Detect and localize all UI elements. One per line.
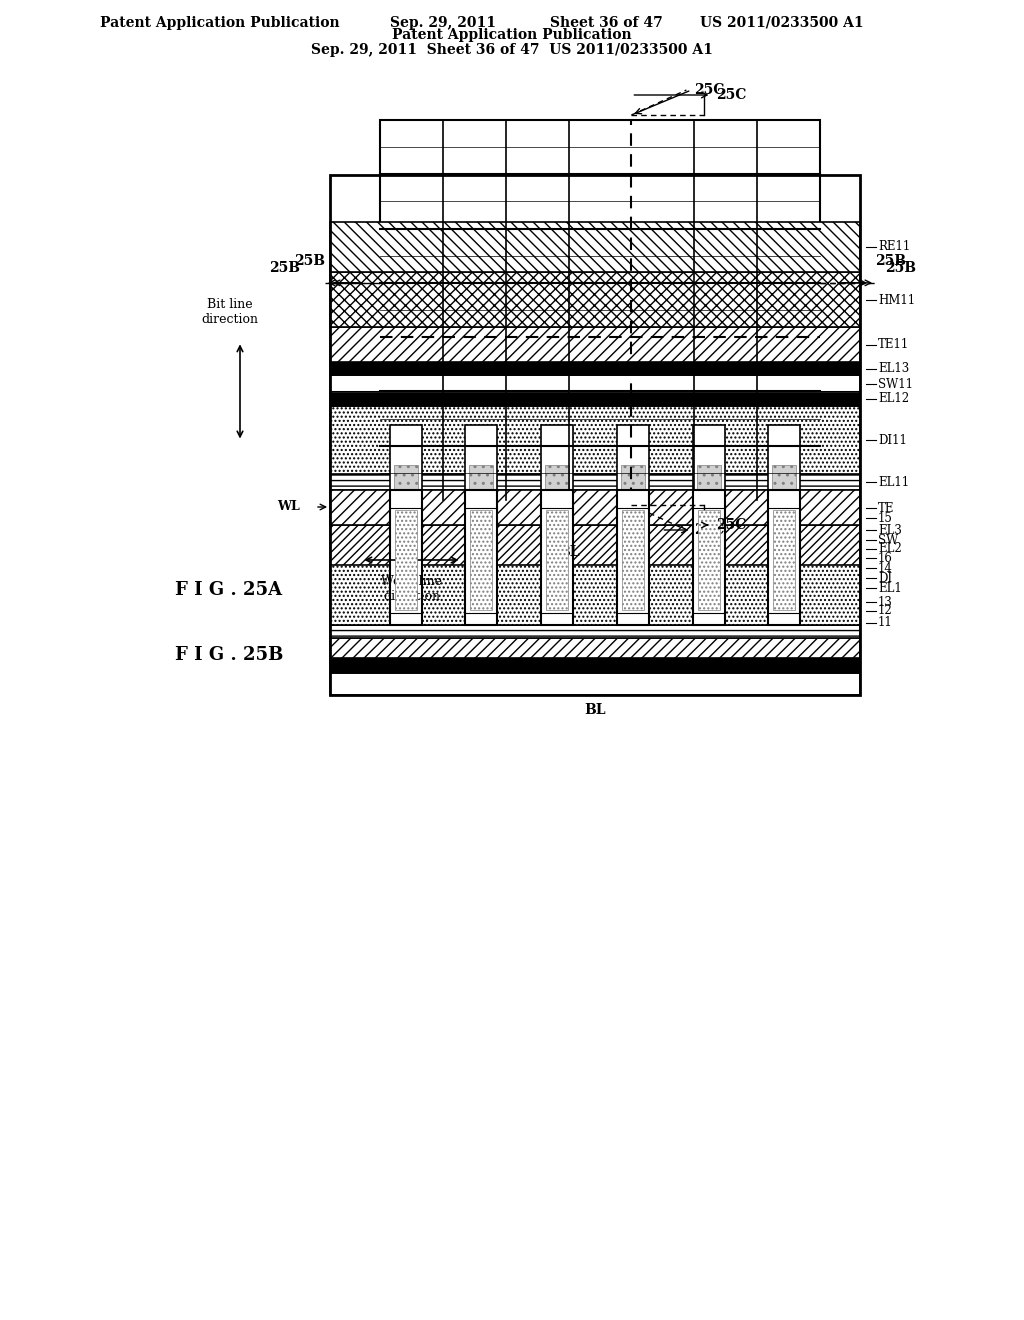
Text: 25C: 25C (694, 83, 725, 96)
Bar (772, 465, 797, 605)
Bar (696, 465, 721, 605)
Bar (768, 425, 801, 624)
Text: BL: BL (585, 704, 606, 717)
Bar (541, 490, 573, 624)
Bar (692, 425, 725, 624)
Text: Patent Application Publication: Patent Application Publication (392, 28, 632, 42)
Bar (466, 425, 498, 624)
Bar (541, 425, 573, 624)
Bar (692, 490, 725, 624)
Text: Sheet 36 of 47: Sheet 36 of 47 (550, 16, 663, 30)
Text: US 2011/0233500 A1: US 2011/0233500 A1 (700, 16, 863, 30)
Text: DI: DI (878, 572, 892, 585)
Bar (620, 459, 646, 610)
Text: WL: WL (278, 500, 300, 513)
Bar (390, 425, 422, 624)
Bar (393, 459, 419, 610)
Text: HM11: HM11 (878, 293, 915, 306)
Bar (771, 459, 798, 610)
Text: 25C: 25C (694, 523, 725, 537)
Bar (390, 425, 422, 624)
Bar (692, 425, 725, 624)
Bar (616, 425, 649, 624)
Text: EL2: EL2 (878, 543, 902, 556)
Bar (616, 425, 649, 624)
Text: Patent Application Publication: Patent Application Publication (100, 16, 340, 30)
Text: EL12: EL12 (878, 392, 909, 405)
Bar (330, 565, 860, 624)
Text: RE11: RE11 (878, 240, 910, 253)
Text: F I G . 25A: F I G . 25A (175, 581, 283, 599)
Text: 25B: 25B (294, 253, 325, 268)
Bar (330, 222, 860, 272)
Bar (330, 657, 860, 673)
Text: TE: TE (878, 502, 895, 515)
Bar (697, 510, 720, 610)
Bar (330, 673, 860, 696)
Bar (546, 510, 568, 610)
Text: 16: 16 (878, 552, 893, 565)
Bar (616, 490, 649, 624)
Text: 12: 12 (878, 605, 893, 618)
Text: 13: 13 (878, 595, 893, 609)
Bar (330, 638, 860, 657)
Bar (330, 327, 860, 362)
Bar (695, 459, 722, 610)
Bar (468, 459, 495, 610)
Bar (330, 407, 860, 474)
Text: EL11: EL11 (878, 475, 909, 488)
Text: 11: 11 (878, 616, 893, 630)
Text: 25C: 25C (717, 88, 746, 102)
Bar (330, 393, 860, 407)
Bar (330, 624, 860, 638)
Bar (773, 510, 796, 610)
Text: DI11: DI11 (878, 433, 907, 446)
Bar (466, 425, 498, 624)
Bar (330, 176, 860, 696)
Text: EL13: EL13 (878, 363, 909, 375)
Text: 25C: 25C (717, 517, 746, 532)
Text: Bit line
direction: Bit line direction (202, 298, 258, 326)
Bar (330, 362, 860, 375)
Bar (393, 465, 418, 605)
Text: BL: BL (558, 545, 580, 558)
Bar (330, 490, 860, 525)
Text: 25B: 25B (269, 261, 300, 275)
Text: F I G . 25B: F I G . 25B (175, 645, 284, 664)
Text: EL1: EL1 (878, 582, 902, 594)
Bar (380, 120, 820, 500)
Text: 14: 14 (878, 561, 893, 574)
Text: SW11: SW11 (878, 378, 913, 391)
Bar (330, 425, 860, 525)
Bar (466, 490, 498, 624)
Text: 25B: 25B (874, 253, 906, 268)
Bar (394, 510, 417, 610)
Bar (545, 465, 569, 605)
Text: TE11: TE11 (878, 338, 909, 351)
Bar (330, 375, 860, 393)
Text: 25B: 25B (885, 261, 916, 275)
Bar (622, 510, 644, 610)
Bar (330, 272, 860, 327)
Bar (768, 425, 801, 624)
Bar (768, 490, 801, 624)
Bar (541, 425, 573, 624)
Bar (621, 465, 645, 605)
Bar (390, 490, 422, 624)
Bar (469, 465, 494, 605)
Bar (544, 459, 570, 610)
Text: Sep. 29, 2011: Sep. 29, 2011 (390, 16, 496, 30)
Bar (470, 510, 493, 610)
Text: 15: 15 (878, 511, 893, 524)
Text: EL3: EL3 (878, 524, 902, 536)
Bar (330, 490, 860, 624)
Text: SW: SW (878, 533, 898, 546)
Bar (330, 474, 860, 490)
Text: Word line
direction: Word line direction (381, 576, 442, 603)
Text: Sep. 29, 2011  Sheet 36 of 47  US 2011/0233500 A1: Sep. 29, 2011 Sheet 36 of 47 US 2011/023… (311, 44, 713, 57)
